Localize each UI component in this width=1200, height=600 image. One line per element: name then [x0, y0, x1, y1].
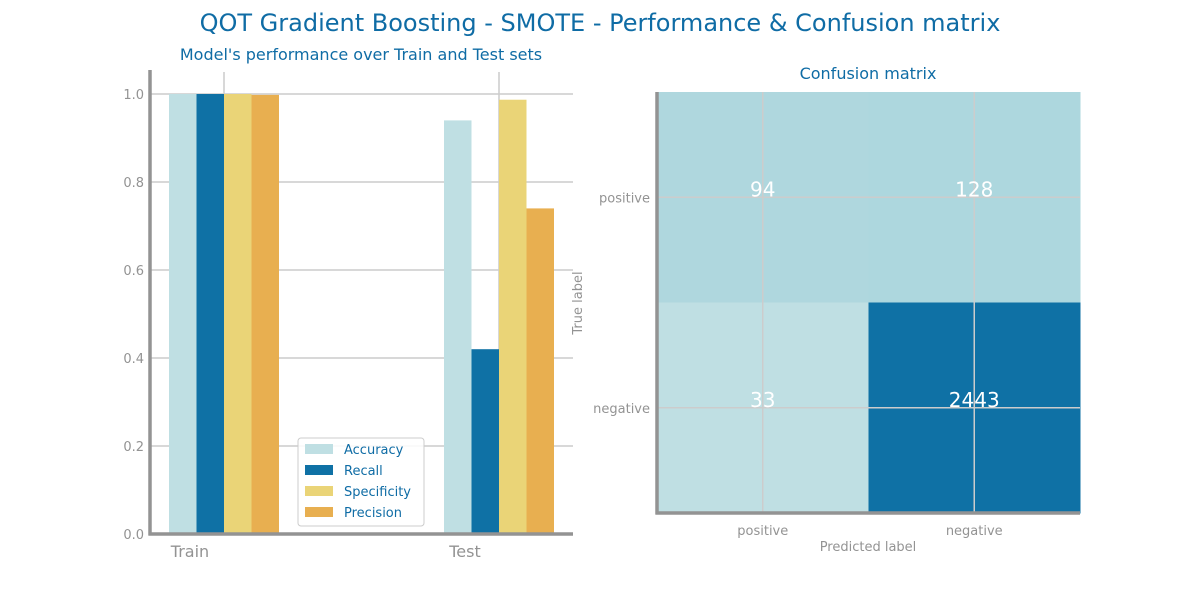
- bar-recall-test: [471, 349, 499, 534]
- cm-y-tick-label: negative: [593, 402, 650, 417]
- cell-value: 128: [955, 177, 993, 201]
- y-tick-label: 0.2: [123, 440, 144, 455]
- y-tick-label: 0.8: [123, 176, 144, 191]
- legend-label: Specificity: [344, 485, 411, 500]
- bar-accuracy-test: [444, 120, 472, 535]
- y-tick-label: 0.6: [123, 264, 144, 279]
- performance-chart-title: Model's performance over Train and Test …: [180, 45, 542, 64]
- legend-swatch: [305, 444, 333, 454]
- cm-y-axis-title: True label: [571, 271, 586, 335]
- cm-x-tick-label: negative: [946, 524, 1003, 539]
- legend-swatch: [305, 486, 333, 496]
- cm-x-axis-title: Predicted label: [820, 540, 917, 555]
- x-tick-label: Test: [448, 542, 481, 561]
- bar-precision-test: [526, 208, 554, 534]
- bar-precision-train: [251, 94, 279, 534]
- confusion-matrix-title: Confusion matrix: [800, 64, 937, 83]
- legend-label: Precision: [344, 506, 402, 521]
- bar-accuracy-train: [169, 94, 197, 534]
- legend-box: [297, 437, 425, 527]
- y-tick-label: 1.0: [123, 88, 144, 103]
- legend-swatch: [305, 507, 333, 517]
- bar-specificity-train: [224, 94, 252, 534]
- confusion-matrix: Confusion matrix 94 128 33 2443 positive negat…: [571, 64, 1081, 555]
- cell-value: 2443: [949, 388, 1000, 412]
- cm-x-tick-label: positive: [737, 524, 788, 539]
- cell-value: 33: [750, 388, 775, 412]
- legend-label: Recall: [344, 464, 383, 479]
- x-tick-label: Train: [170, 542, 209, 561]
- cm-y-tick-label: positive: [599, 191, 650, 206]
- bar-recall-train: [196, 94, 224, 534]
- legend-label: Accuracy: [344, 443, 404, 458]
- bar-specificity-test: [499, 99, 527, 534]
- cell-value: 94: [750, 177, 775, 201]
- y-tick-label: 0.0: [123, 528, 144, 543]
- legend-swatch: [305, 465, 333, 475]
- performance-chart: Model's performance over Train and Test …: [123, 45, 573, 561]
- legend: Accuracy Recall Specificity Precision: [297, 437, 425, 527]
- y-tick-label: 0.4: [123, 352, 144, 367]
- figure-title: QOT Gradient Boosting - SMOTE - Performa…: [200, 9, 1001, 37]
